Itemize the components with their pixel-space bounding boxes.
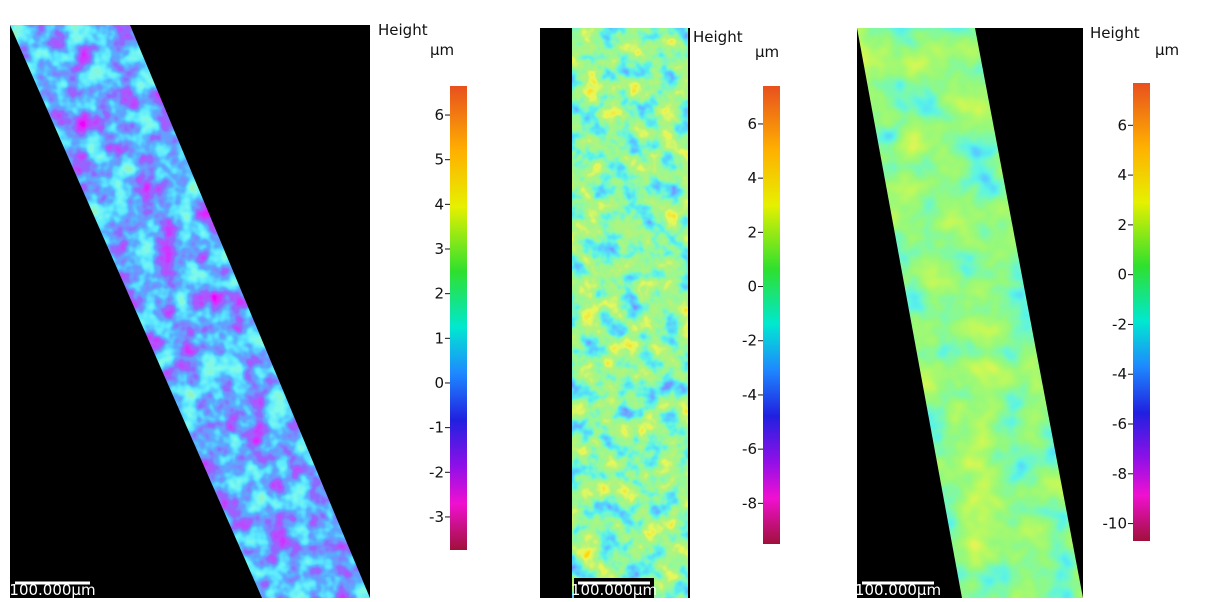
tick-label: -4 bbox=[742, 386, 757, 404]
tick-label: 5 bbox=[434, 151, 444, 169]
tick-label: 6 bbox=[747, 115, 757, 133]
colorbar bbox=[1133, 83, 1150, 541]
tick-label: 0 bbox=[434, 374, 444, 392]
colorbar-unit: µm bbox=[1155, 41, 1179, 59]
tick-label: -6 bbox=[742, 440, 757, 458]
tick-label: 4 bbox=[1117, 166, 1127, 184]
tick-label: 2 bbox=[747, 223, 757, 241]
tick-label: -6 bbox=[1112, 415, 1127, 433]
tick-label: 6 bbox=[1117, 116, 1127, 134]
tick-label: -8 bbox=[1112, 465, 1127, 483]
colorbar-unit: µm bbox=[755, 43, 779, 61]
tick-label: -2 bbox=[1112, 315, 1127, 333]
scale-bar-label: 100.000µm bbox=[9, 581, 95, 598]
tick-label: -3 bbox=[429, 508, 444, 526]
colorbar-title: Height bbox=[693, 28, 743, 46]
scale-bar-label: 100.000µm bbox=[855, 581, 941, 598]
colorbar bbox=[450, 86, 467, 550]
tick-label: -4 bbox=[1112, 365, 1127, 383]
tick-label: 1 bbox=[434, 329, 444, 347]
height-map bbox=[572, 28, 688, 598]
tick-label: 0 bbox=[747, 278, 757, 296]
colorbar-unit: µm bbox=[430, 41, 454, 59]
tick-label: -2 bbox=[742, 332, 757, 350]
tick-label: 2 bbox=[434, 285, 444, 303]
tick-label: 2 bbox=[1117, 216, 1127, 234]
tick-label: 0 bbox=[1117, 266, 1127, 284]
tick-label: 4 bbox=[747, 169, 757, 187]
tick-label: 6 bbox=[434, 106, 444, 124]
tick-label: 4 bbox=[434, 195, 444, 213]
colorbar bbox=[763, 86, 780, 544]
tick-label: -10 bbox=[1103, 515, 1128, 533]
tick-label: 3 bbox=[434, 240, 444, 258]
tick-label: -1 bbox=[429, 419, 444, 437]
tick-label: -2 bbox=[429, 463, 444, 481]
scale-bar-label: 100.000µm bbox=[571, 581, 657, 598]
colorbar-title: Height bbox=[378, 21, 428, 39]
colorbar-title: Height bbox=[1090, 24, 1140, 42]
tick-label: -8 bbox=[742, 494, 757, 512]
